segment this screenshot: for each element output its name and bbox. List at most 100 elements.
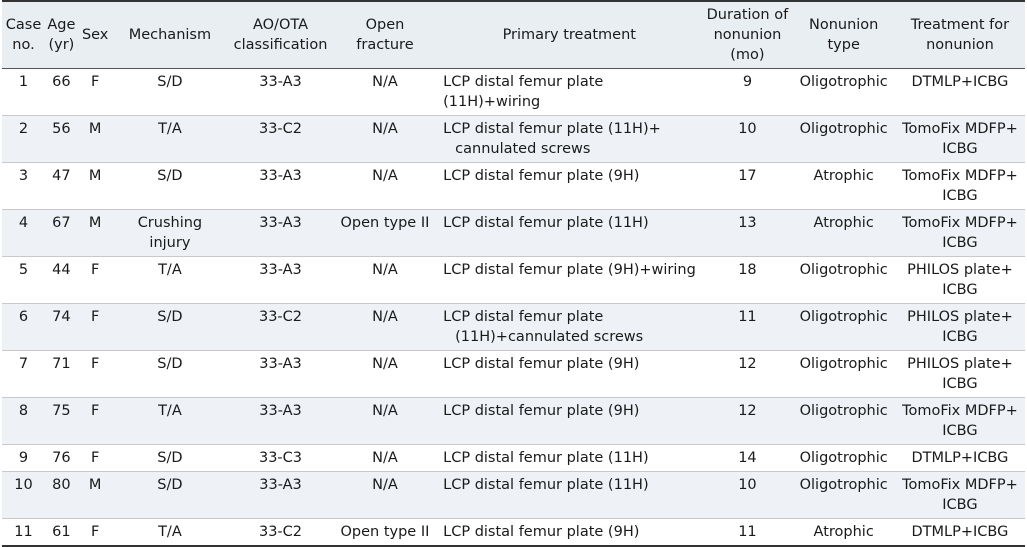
- cell-duration: 18: [738, 262, 757, 278]
- header-row: Case no. Age (yr) Sex Mechanism AO/OTA clas…: [2, 1, 1025, 69]
- cell-duration: 10: [738, 477, 757, 493]
- header-age: Age (yr): [47, 17, 76, 53]
- cell-ao-classification: 33-C2: [258, 524, 303, 540]
- header-duration: Duration of nonunion (mo): [706, 7, 789, 63]
- cell-nonunion-type: Oligotrophic: [799, 450, 888, 466]
- cell-nonunion-type: Oligotrophic: [799, 262, 888, 278]
- cell-sex: F: [91, 262, 100, 278]
- cell-nonunion-type: Oligotrophic: [799, 403, 888, 419]
- table-row: 3 47 M S/D 33-A3 N/A LCP distal femur plate (9…: [2, 163, 1025, 210]
- cell-age: 75: [52, 403, 71, 419]
- cell-duration: 13: [738, 215, 757, 231]
- cell-ao-classification: 33-C2: [258, 121, 303, 137]
- table-row: 2 56 M T/A 33-C2 N/A LCP distal femur plate (1…: [2, 115, 1025, 163]
- cell-treatment-for-nonunion: TomoFix MDFP+ ICBG: [895, 116, 1025, 163]
- cell-case: 2: [18, 121, 29, 137]
- cell-sex: M: [88, 168, 102, 184]
- cell-treatment-for-nonunion: PHILOS plate+ ICBG: [895, 351, 1025, 398]
- table-row: 6 74 F S/D 33-C2 N/A LCP distal femur plate (11…: [2, 303, 1025, 351]
- cell-duration: 10: [738, 121, 757, 137]
- table-row: 7 71 F S/D 33-A3 N/A LCP distal femur plate (9…: [2, 351, 1025, 398]
- cell-treatment-for-nonunion: PHILOS plate+ ICBG: [895, 257, 1025, 304]
- cell-mechanism: S/D: [157, 168, 183, 184]
- cell-ao-classification: 33-A3: [259, 356, 302, 372]
- cell-ao-classification: 33-C2: [258, 309, 303, 325]
- cell-duration: 9: [742, 74, 753, 90]
- header-nonunion-type: Nonunion type: [808, 17, 879, 53]
- cell-ao-classification: 33-A3: [259, 403, 302, 419]
- cell-duration: 12: [738, 356, 757, 372]
- cell-mechanism: T/A: [158, 403, 182, 419]
- cell-primary-treatment: LCP distal femur plate (9H)+wiring: [436, 257, 702, 304]
- cell-ao-classification: 33-C3: [258, 450, 303, 466]
- cell-treatment-for-nonunion-line: TomoFix MDFP+: [902, 215, 1018, 231]
- cell-ao-classification: 33-A3: [259, 477, 302, 493]
- cell-duration: 11: [738, 524, 757, 540]
- cell-primary-treatment: LCP distal femur plate (11H)+ cannulated …: [436, 116, 702, 163]
- cell-age: 80: [52, 477, 71, 493]
- cell-sex: F: [91, 524, 100, 540]
- cell-treatment-for-nonunion-line: DTMLP+ICBG: [911, 450, 1009, 466]
- table-row: 9 76 F S/D 33-C3 N/A LCP distal femur plate (1…: [2, 445, 1025, 472]
- cell-primary-treatment-line: LCP distal femur plate (11H): [443, 215, 649, 231]
- cell-nonunion-type: Oligotrophic: [799, 309, 888, 325]
- cell-case: 4: [18, 215, 29, 231]
- header-sex: Sex: [81, 27, 109, 43]
- cell-treatment-for-nonunion-line: ICBG: [942, 423, 978, 439]
- header-open-fracture: Open fracture: [356, 17, 414, 53]
- cell-treatment-for-nonunion-line: ICBG: [942, 376, 978, 392]
- cell-ao-classification: 33-A3: [259, 74, 302, 90]
- cell-mechanism: Crushing injury: [137, 215, 203, 251]
- cell-age: 56: [52, 121, 71, 137]
- cell-duration: 17: [738, 168, 757, 184]
- cell-primary-treatment-line: LCP distal femur plate (9H): [443, 524, 640, 540]
- cell-sex: F: [91, 309, 100, 325]
- cell-primary-treatment: LCP distal femur plate (9H): [436, 163, 702, 210]
- table-body: 1 66 F S/D 33-A3 N/A LCP distal femur plate (1…: [2, 69, 1025, 547]
- cell-case: 8: [18, 403, 29, 419]
- cell-ao-classification: 33-A3: [259, 262, 302, 278]
- cell-open-fracture: N/A: [372, 450, 398, 466]
- cell-nonunion-type: Atrophic: [813, 215, 874, 231]
- cell-duration: 14: [738, 450, 757, 466]
- cell-nonunion-type: Atrophic: [813, 168, 874, 184]
- cell-treatment-for-nonunion-line: TomoFix MDFP+: [902, 168, 1018, 184]
- cell-primary-treatment-line: LCP distal femur plate (11H)+: [443, 121, 661, 137]
- cell-primary-treatment-line: LCP distal femur plate (9H): [443, 356, 640, 372]
- cell-nonunion-type: Oligotrophic: [799, 74, 888, 90]
- cell-primary-treatment: LCP distal femur plate (11H): [436, 472, 702, 519]
- cell-case: 1: [18, 74, 29, 90]
- cell-open-fracture: N/A: [372, 262, 398, 278]
- cell-case: 7: [18, 356, 29, 372]
- cell-primary-treatment-line: cannulated screws: [455, 141, 591, 157]
- cell-treatment-for-nonunion-line: PHILOS plate+: [907, 262, 1013, 278]
- cell-treatment-for-nonunion: TomoFix MDFP+ ICBG: [895, 472, 1025, 519]
- cell-duration: 11: [738, 309, 757, 325]
- table-row: 8 75 F T/A 33-A3 N/A LCP distal femur plate (9…: [2, 397, 1025, 445]
- cell-treatment-for-nonunion-line: DTMLP+ICBG: [911, 74, 1009, 90]
- cell-age: 67: [52, 215, 71, 231]
- cell-open-fracture: Open type II: [340, 524, 430, 540]
- cell-treatment-for-nonunion-line: ICBG: [942, 235, 978, 251]
- cell-sex: M: [88, 121, 102, 137]
- cell-open-fracture: N/A: [372, 121, 398, 137]
- table-row: 11 61 F T/A 33-C2 Open type II LCP distal femu…: [2, 519, 1025, 547]
- cell-treatment-for-nonunion-line: ICBG: [942, 141, 978, 157]
- cell-treatment-for-nonunion-line: ICBG: [942, 188, 978, 204]
- cell-primary-treatment-line: LCP distal femur plate (11H): [443, 477, 649, 493]
- cell-age: 71: [52, 356, 71, 372]
- cell-mechanism: S/D: [157, 356, 183, 372]
- cell-age: 66: [52, 74, 71, 90]
- cell-treatment-for-nonunion: DTMLP+ICBG: [895, 519, 1025, 547]
- cell-primary-treatment: LCP distal femur plate (11H): [436, 210, 702, 257]
- cell-treatment-for-nonunion-line: ICBG: [942, 329, 978, 345]
- table-row: 5 44 F T/A 33-A3 N/A LCP distal femur plate (9…: [2, 257, 1025, 304]
- header-case: Case no.: [5, 17, 42, 53]
- cell-primary-treatment-line: LCP distal femur plate (9H)+wiring: [443, 262, 696, 278]
- cell-mechanism: T/A: [158, 524, 182, 540]
- cell-case: 9: [18, 450, 29, 466]
- cell-primary-treatment-line: LCP distal femur plate (9H): [443, 403, 640, 419]
- cell-case: 6: [18, 309, 29, 325]
- cell-mechanism: S/D: [157, 74, 183, 90]
